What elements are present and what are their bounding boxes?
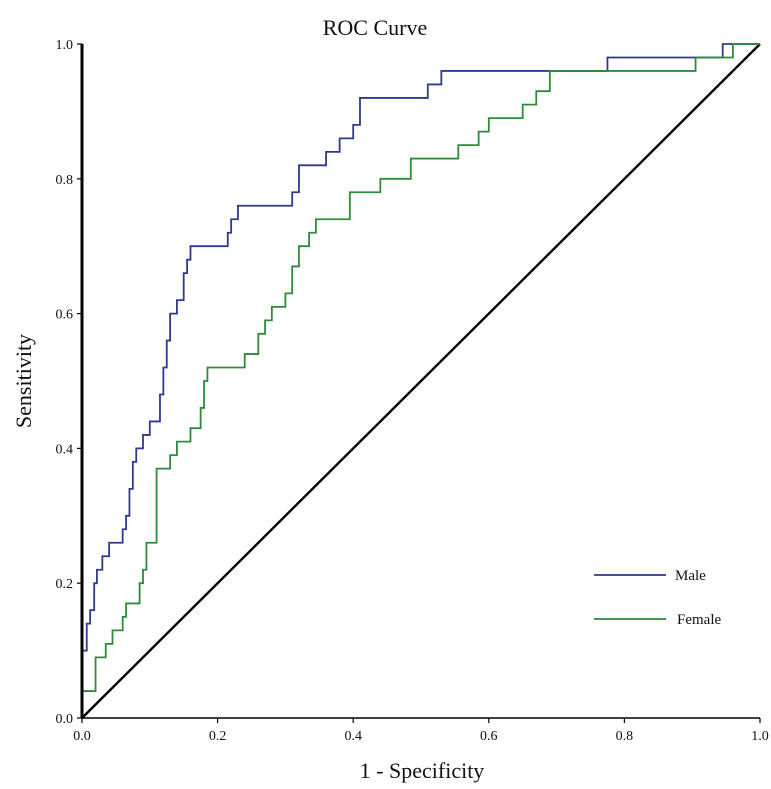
series-line-female — [81, 43, 760, 718]
y-tick-label: 0.6 — [56, 308, 74, 323]
y-tick-label: 1.0 — [56, 38, 74, 53]
reference-diagonal-line — [81, 43, 761, 719]
reference-layer — [81, 43, 761, 719]
legend-label-male: Male — [675, 568, 706, 584]
legend: Male Female — [594, 568, 721, 628]
y-tick-label: 0.4 — [56, 442, 74, 457]
x-ticks: 0.0 0.2 0.4 0.6 0.8 1.0 — [73, 718, 769, 744]
x-tick-label: 0.6 — [480, 729, 498, 744]
y-tick-label: 0.2 — [56, 577, 74, 592]
legend-label-female: Female — [677, 612, 721, 628]
legend-item-female: Female — [594, 612, 721, 628]
x-tick-label: 0.8 — [616, 729, 634, 744]
y-axis-title: Sensitivity — [11, 334, 36, 428]
y-ticks: 0.0 0.2 0.4 0.6 0.8 1.0 — [56, 38, 82, 727]
x-axis-title: 1 - Specificity — [360, 758, 485, 783]
series-layer — [81, 43, 760, 718]
y-tick-label: 0.0 — [56, 712, 74, 727]
x-tick-label: 0.0 — [73, 729, 91, 744]
legend-item-male: Male — [594, 568, 706, 584]
x-tick-label: 1.0 — [751, 729, 769, 744]
chart-title: ROC Curve — [323, 15, 428, 40]
x-tick-label: 0.2 — [209, 729, 227, 744]
series-line-male — [81, 43, 760, 718]
y-tick-label: 0.8 — [56, 173, 74, 188]
x-tick-label: 0.4 — [344, 729, 362, 744]
